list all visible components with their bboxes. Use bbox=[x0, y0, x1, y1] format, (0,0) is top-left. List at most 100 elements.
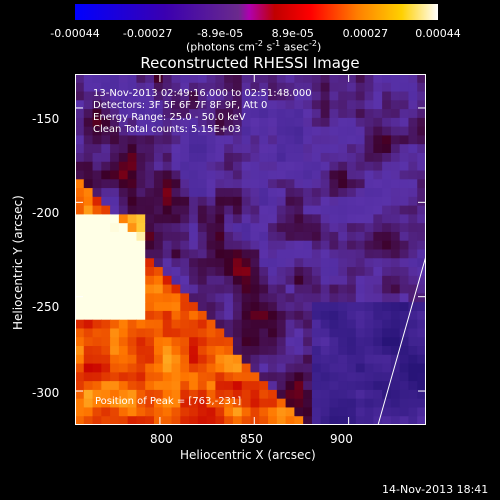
heatmap-cell bbox=[390, 398, 401, 409]
heatmap-cell bbox=[92, 109, 102, 119]
heatmap-cell bbox=[294, 205, 304, 216]
heatmap-cell bbox=[382, 240, 392, 251]
heatmap-cell bbox=[329, 188, 339, 198]
heatmap-cell bbox=[364, 179, 374, 189]
heatmap-cell bbox=[347, 223, 357, 233]
heatmap-cell bbox=[338, 363, 348, 373]
heatmap-cell bbox=[224, 337, 234, 347]
heatmap-cell bbox=[250, 117, 260, 128]
heatmap-cell bbox=[329, 363, 339, 373]
heatmap-cell bbox=[136, 135, 146, 145]
heatmap-cell bbox=[171, 196, 181, 207]
heatmap-cell bbox=[329, 407, 339, 417]
heatmap-cell bbox=[224, 398, 234, 409]
heatmap-cell bbox=[162, 135, 173, 145]
heatmap-cell bbox=[92, 310, 102, 321]
heatmap-cell bbox=[285, 319, 295, 330]
heatmap-cell bbox=[171, 82, 181, 93]
heatmap-cell bbox=[136, 363, 146, 373]
heatmap-cell bbox=[241, 74, 252, 84]
heatmap-cell bbox=[390, 249, 401, 259]
heatmap-cell bbox=[355, 354, 366, 365]
heatmap-cell bbox=[136, 100, 146, 110]
heatmap-cell bbox=[224, 117, 234, 128]
heatmap-cell bbox=[355, 196, 366, 207]
heatmap-cell bbox=[408, 231, 418, 242]
heatmap-cell bbox=[320, 82, 331, 93]
heatmap-cell bbox=[276, 91, 287, 101]
heatmap-cell bbox=[145, 372, 155, 382]
heatmap-cell bbox=[320, 319, 331, 330]
heatmap-cell bbox=[408, 275, 418, 286]
heatmap-cell bbox=[241, 354, 252, 365]
colorbar-ticks: -0.00044 -0.00027 -8.9e-05 8.9e-05 0.000… bbox=[50, 0, 460, 40]
heatmap-cell bbox=[338, 196, 348, 207]
heatmap-cell bbox=[171, 381, 181, 391]
heatmap-cell bbox=[338, 214, 348, 224]
heatmap-cell bbox=[197, 82, 208, 93]
heatmap-cell bbox=[347, 152, 357, 163]
heatmap-cell bbox=[118, 284, 129, 294]
heatmap-cell bbox=[197, 179, 208, 189]
heatmap-cell bbox=[118, 346, 129, 356]
heatmap-cell bbox=[75, 389, 85, 400]
heatmap-cell bbox=[285, 117, 295, 128]
heatmap-cell bbox=[347, 302, 357, 312]
heatmap-cell bbox=[259, 170, 269, 180]
heatmap-cell bbox=[101, 82, 111, 93]
heatmap-cell bbox=[408, 346, 418, 356]
heatmap-cell bbox=[101, 117, 111, 128]
heatmap-cell bbox=[311, 346, 322, 356]
heatmap-cell bbox=[303, 100, 313, 110]
heatmap-cell bbox=[127, 407, 138, 417]
heatmap-cell bbox=[145, 310, 155, 321]
heatmap-cell bbox=[311, 74, 322, 84]
heatmap-cell bbox=[294, 91, 304, 101]
heatmap-cell bbox=[303, 179, 313, 189]
heatmap-cell bbox=[338, 398, 348, 409]
heatmap-cell bbox=[268, 152, 278, 163]
heatmap-cell bbox=[250, 223, 260, 233]
heatmap-cell bbox=[189, 319, 199, 330]
heatmap-cell bbox=[417, 126, 426, 137]
heatmap-cell bbox=[162, 416, 173, 425]
heatmap-cell bbox=[250, 258, 260, 268]
heatmap-cell bbox=[285, 152, 295, 163]
heatmap-cell bbox=[110, 346, 120, 356]
heatmap-cell bbox=[197, 196, 208, 207]
heatmap-cell bbox=[285, 135, 295, 145]
heatmap-cell bbox=[285, 416, 295, 425]
heatmap-cell bbox=[189, 74, 199, 84]
heatmap-cell bbox=[320, 231, 331, 242]
heatmap-cell bbox=[329, 319, 339, 330]
heatmap-cell bbox=[355, 319, 366, 330]
heatmap-cell bbox=[145, 328, 155, 338]
heatmap-cell bbox=[92, 346, 102, 356]
heatmap-cell bbox=[215, 223, 225, 233]
heatmap-cell bbox=[101, 328, 111, 338]
heatmap-cell bbox=[153, 381, 164, 391]
heatmap-cell bbox=[224, 381, 234, 391]
heatmap-cell bbox=[390, 109, 401, 119]
heatmap-cell bbox=[180, 74, 190, 84]
heatmap-cell bbox=[101, 407, 111, 417]
heatmap-cell bbox=[180, 223, 190, 233]
heatmap-cell bbox=[241, 258, 252, 268]
heatmap-cell bbox=[224, 363, 234, 373]
heatmap-cell bbox=[145, 302, 155, 312]
heatmap-cell bbox=[215, 135, 225, 145]
heatmap-cell bbox=[373, 91, 383, 101]
heatmap-cell bbox=[268, 100, 278, 110]
plot-frame bbox=[75, 74, 426, 425]
heatmap-cell bbox=[197, 381, 208, 391]
heatmap-cell bbox=[294, 109, 304, 119]
heatmap-cell bbox=[329, 100, 339, 110]
heatmap-cell bbox=[232, 135, 243, 145]
heatmap-cell bbox=[382, 117, 392, 128]
annotation-energy: Energy Range: 25.0 - 50.0 keV bbox=[93, 112, 246, 123]
heatmap-cell bbox=[303, 231, 313, 242]
heatmap-cell bbox=[171, 249, 181, 259]
heatmap-cell bbox=[171, 275, 181, 286]
heatmap-cell bbox=[206, 205, 217, 216]
heatmap-cell bbox=[417, 381, 426, 391]
